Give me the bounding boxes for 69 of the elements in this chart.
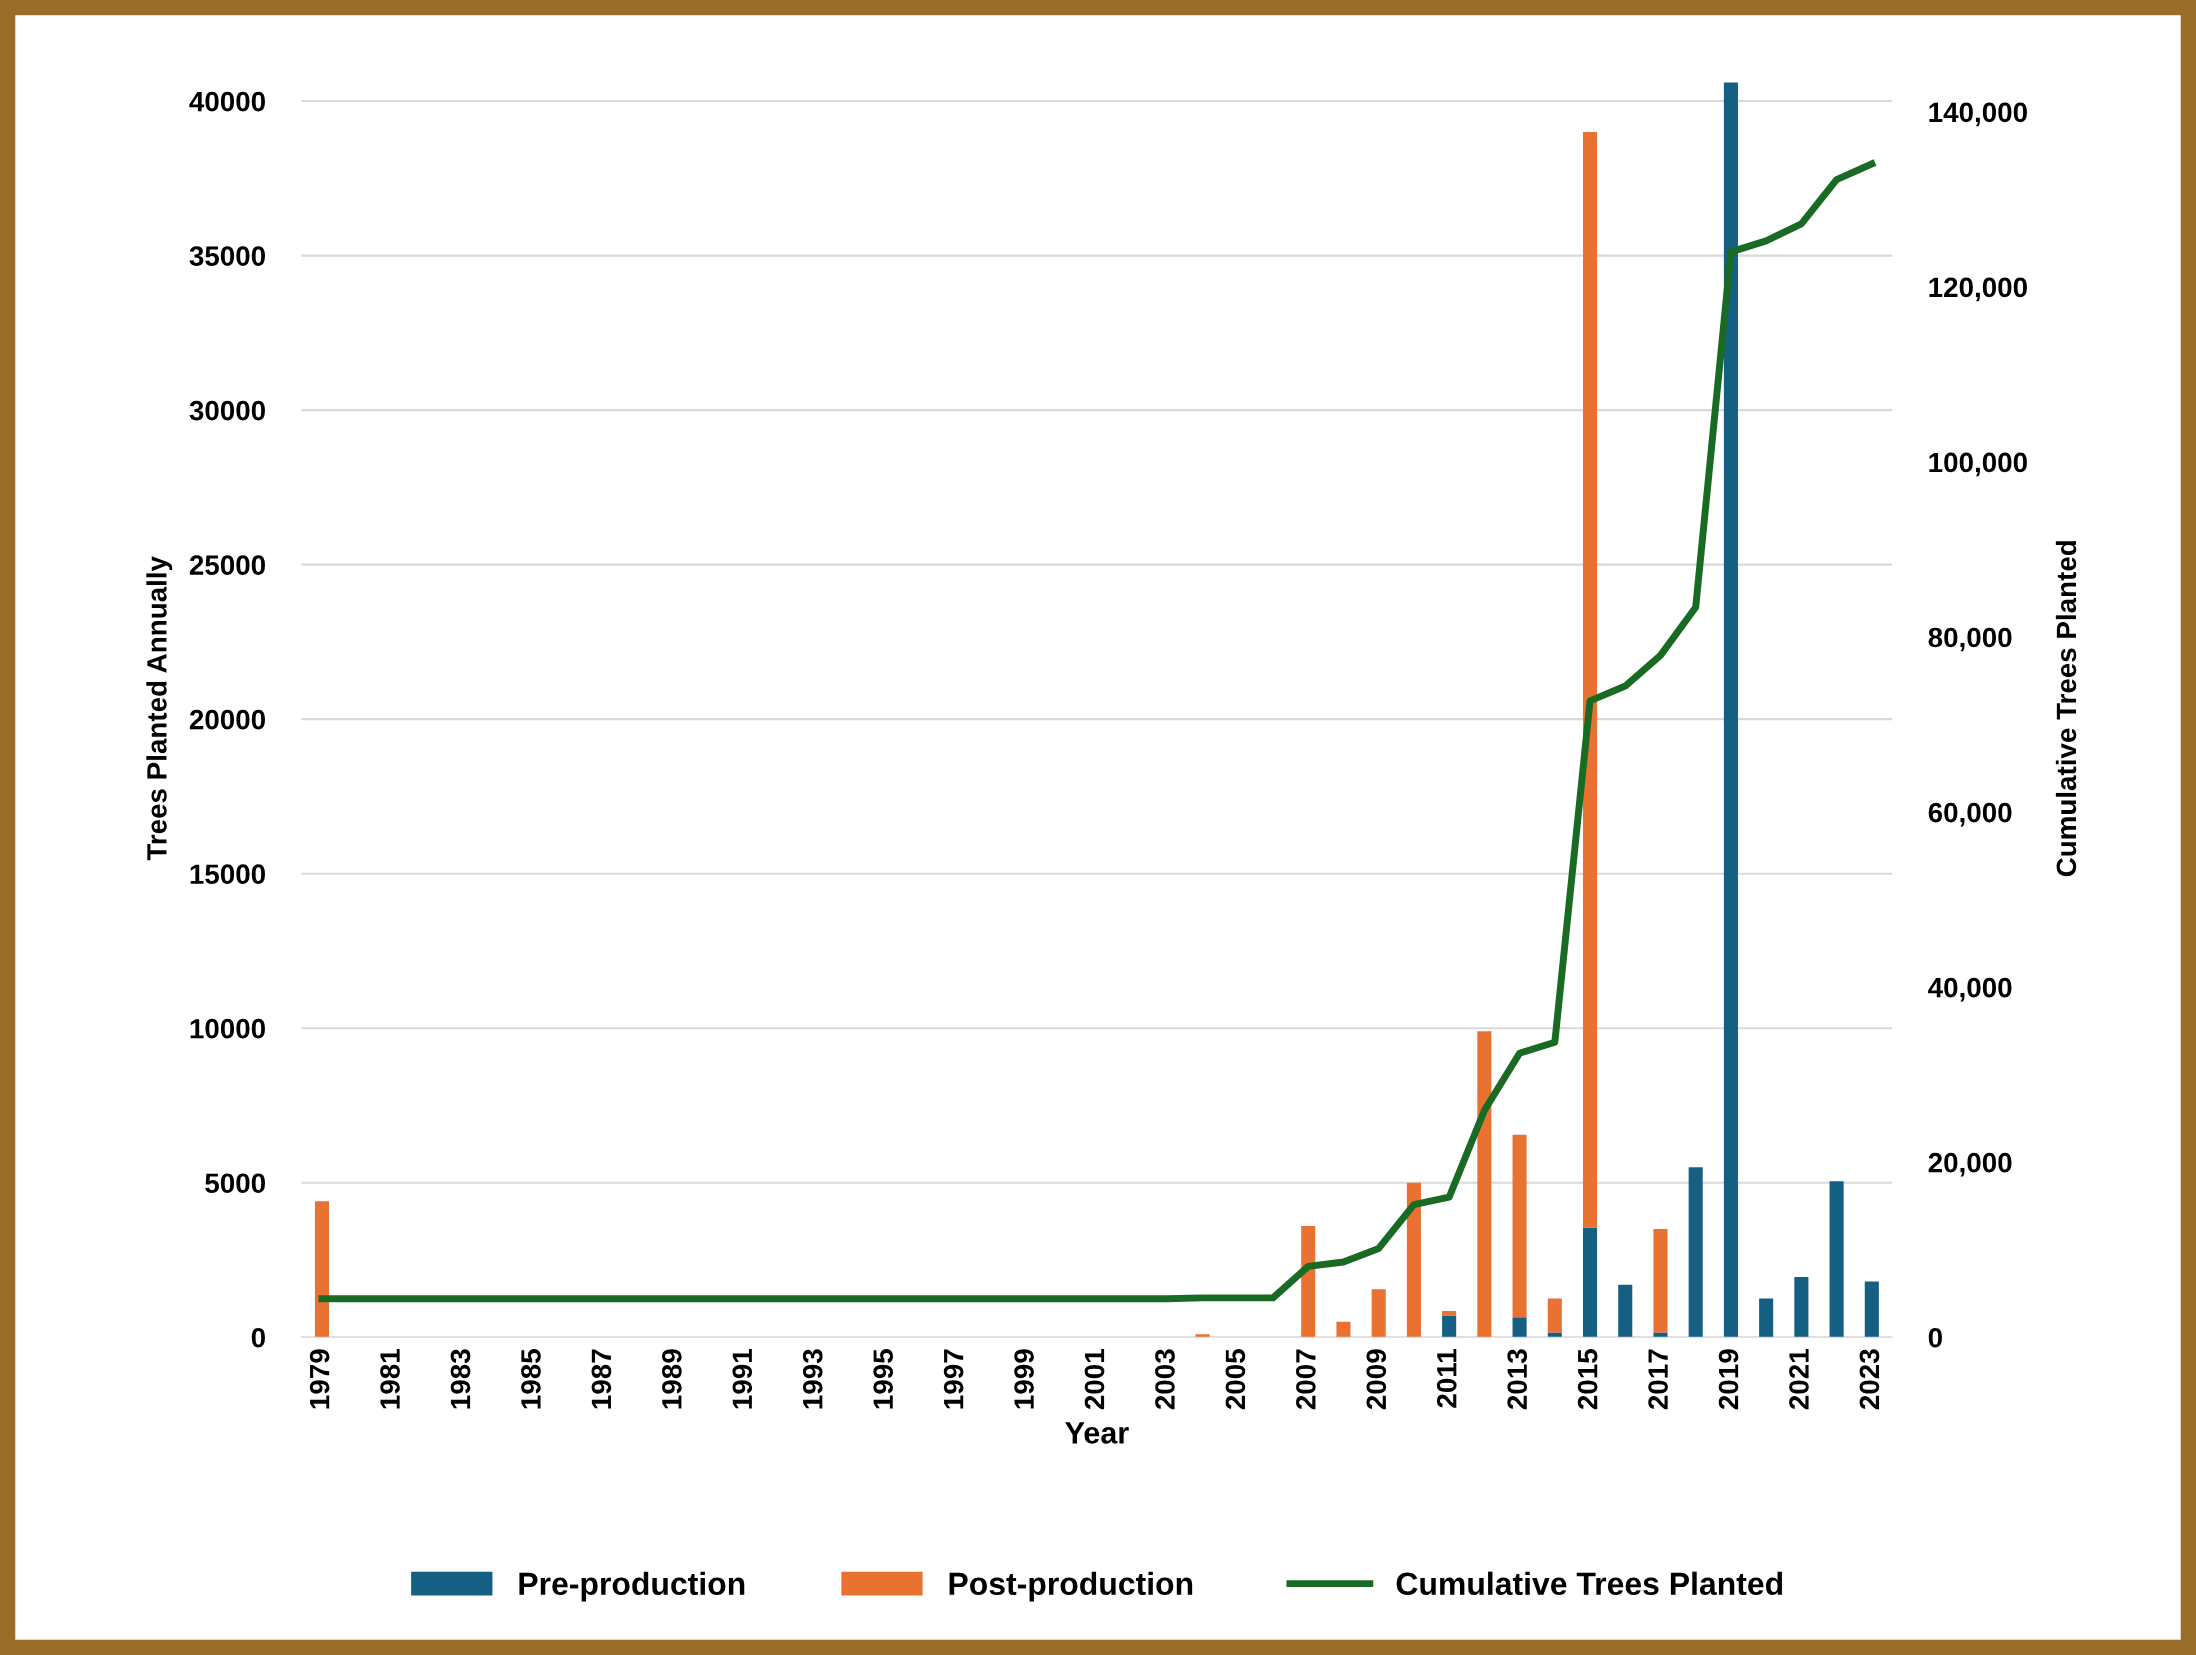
bar [1547,1298,1562,1333]
legend-label: Cumulative Trees Planted [1396,1571,1783,1596]
bar [314,1201,330,1338]
x-tick-label: 2009 [1366,1349,1387,1410]
bar [1442,1310,1457,1316]
x-tick-label: 2007 [1296,1349,1316,1410]
x-tick-label: 2015 [1577,1349,1598,1410]
bar [1336,1321,1351,1338]
x-tick-label: 1995 [873,1349,894,1409]
bar [1582,131,1598,1228]
y2-tick-label: 40,000 [1928,977,2012,1002]
x-tick-label: 2011 [1436,1349,1457,1408]
y2-tick-label: 140,000 [1929,102,2027,127]
x-tick-label: 1993 [802,1349,823,1409]
y-tick-label: 20000 [189,709,265,730]
y-tick-label: 35000 [189,246,265,266]
x-tick-label: 1997 [943,1349,964,1409]
x-tick-label: 1991 [732,1349,753,1409]
bar [1688,1167,1703,1338]
x-tick-label: 1983 [450,1349,471,1409]
bar [1301,1225,1316,1338]
bar [1406,1182,1421,1338]
x-axis-title: Year [1065,1422,1129,1444]
y2-tick-label: 0 [1928,1327,1942,1348]
bar [1371,1289,1386,1338]
legend-label: Pre-production [519,1571,745,1602]
x-tick-label: 2023 [1859,1349,1880,1410]
bar [1653,1332,1668,1338]
x-tick-label: 2005 [1225,1349,1246,1410]
y2-tick-label: 20,000 [1928,1152,2012,1177]
y2-tick-label: 80,000 [1928,627,2012,652]
x-tick-label: 2017 [1648,1349,1668,1410]
x-tick-label: 1981 [380,1349,400,1409]
y-tick-label: 10000 [190,1018,265,1039]
legend-label: Post-production [949,1571,1193,1602]
x-tick-label: 1989 [662,1349,682,1409]
y2-tick-label: 100,000 [1929,452,2027,477]
y2-tick-label: 60,000 [1928,802,2012,827]
x-tick-label: 2013 [1507,1349,1528,1410]
x-tick-label: 2019 [1718,1349,1739,1410]
bar [1442,1315,1457,1338]
y-tick-label: 0 [251,1327,265,1348]
y-tick-label: 15000 [190,864,265,885]
bar [1759,1298,1774,1338]
y-tick-label: 30000 [189,400,265,421]
bar [1829,1181,1844,1338]
x-tick-label: 1979 [309,1349,330,1409]
y2-tick-label: 120,000 [1929,277,2027,302]
y2-axis-title: Cumulative Trees Planted [2055,541,2077,877]
y-axis-title: Trees Planted Annually [146,556,173,861]
bar [1864,1281,1879,1338]
y-tick-label: 25000 [189,555,265,575]
bar [1195,1334,1210,1338]
bar [1512,1134,1527,1318]
x-tick-label: 1987 [591,1349,612,1409]
bar [1477,1031,1492,1338]
x-tick-label: 1999 [1014,1349,1034,1409]
y-tick-label: 5000 [205,1173,265,1194]
bar [1723,82,1738,1338]
bar [1582,1227,1598,1338]
x-tick-label: 2003 [1155,1349,1175,1410]
bar [1794,1276,1809,1338]
bar [1618,1284,1633,1338]
bar [1653,1229,1668,1333]
x-tick-label: 2001 [1084,1349,1105,1410]
x-tick-label: 1985 [521,1349,541,1409]
y-tick-label: 40000 [189,91,265,112]
bar [1512,1317,1527,1338]
x-tick-label: 2021 [1789,1349,1809,1410]
